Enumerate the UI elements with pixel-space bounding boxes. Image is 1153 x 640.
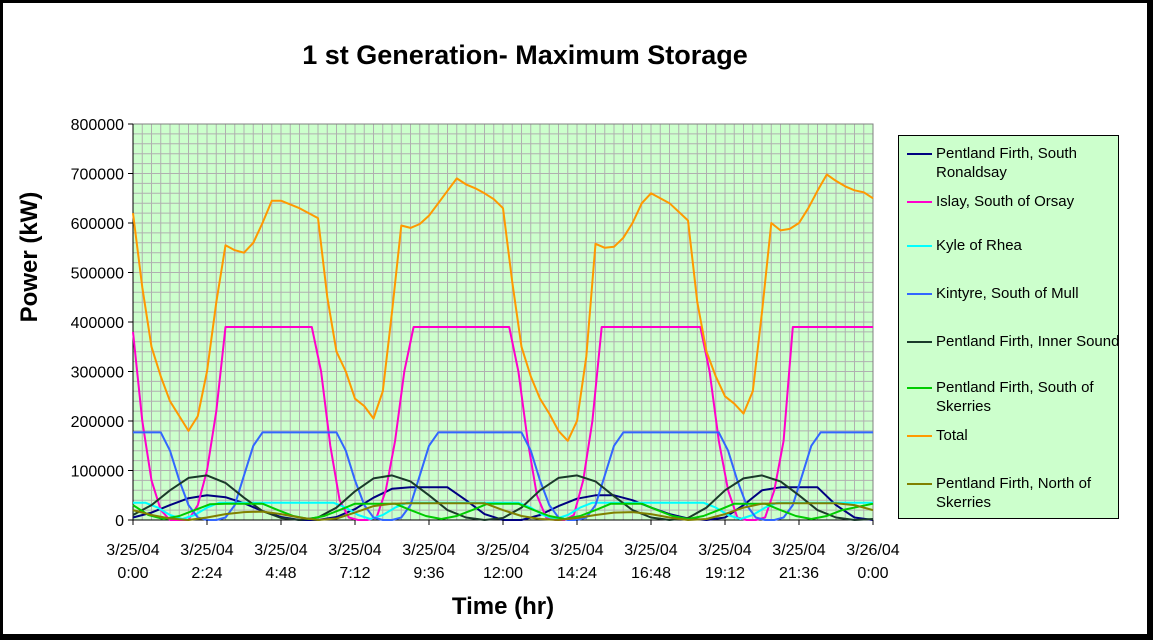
y-tick-label: 300000 — [71, 365, 124, 382]
legend-swatch — [907, 153, 932, 155]
legend-swatch — [907, 201, 932, 203]
y-tick-label: 800000 — [71, 117, 124, 134]
x-tick-label-date: 3/25/04 — [624, 542, 677, 559]
x-tick-label-date: 3/25/04 — [106, 542, 159, 559]
y-tick-label: 100000 — [71, 464, 124, 481]
x-tick-label-time: 7:12 — [339, 565, 370, 582]
y-tick-label: 200000 — [71, 414, 124, 431]
x-tick-label-time: 0:00 — [857, 565, 888, 582]
x-tick-label-date: 3/25/04 — [328, 542, 381, 559]
x-tick-label-time: 14:24 — [557, 565, 597, 582]
x-tick-label-date: 3/25/04 — [476, 542, 529, 559]
legend-label: Pentland Firth, Inner Sound — [936, 333, 1120, 350]
series-line-6 — [132, 173, 874, 442]
legend-label: Total — [936, 427, 968, 444]
x-tick-label-time: 4:48 — [265, 565, 296, 582]
y-tick-labels: 0 100000 200000 300000 400000 500000 600000 700… — [71, 117, 133, 530]
x-tick-label-time: 21:36 — [779, 565, 819, 582]
x-tick-label-date: 3/25/04 — [550, 542, 603, 559]
legend-label: Pentland Firth, South Ronaldsay — [936, 145, 1077, 181]
legend-swatch — [907, 341, 932, 343]
x-tick-labels: 3/25/04 0:00 3/25/04 2:24 3/25/04 4:48 3/25/04… — [106, 520, 900, 582]
legend-swatch — [907, 293, 932, 295]
x-tick-label-time: 12:00 — [483, 565, 523, 582]
x-tick-label-date: 3/25/04 — [698, 542, 751, 559]
legend: Pentland Firth, South Ronaldsay Islay, So… — [898, 135, 1119, 519]
series-line-5 — [132, 502, 874, 520]
series-line-7 — [132, 502, 874, 521]
legend-swatch — [907, 435, 932, 437]
legend-swatch — [907, 483, 932, 485]
x-tick-label-date: 3/25/04 — [772, 542, 825, 559]
chart-title: 1 st Generation- Maximum Storage — [302, 40, 748, 70]
x-tick-label-date: 3/25/04 — [254, 542, 307, 559]
series-line-3 — [133, 431, 873, 521]
x-tick-label-time: 19:12 — [705, 565, 745, 582]
x-tick-label-date: 3/25/04 — [180, 542, 233, 559]
x-tick-label-time: 16:48 — [631, 565, 671, 582]
x-tick-label-date: 3/26/04 — [846, 542, 899, 559]
legend-label: Kintyre, South of Mull — [936, 285, 1079, 302]
legend-label: Pentland Firth, South of Skerries — [936, 379, 1094, 415]
y-tick-label: 400000 — [71, 315, 124, 332]
legend-label: Pentland Firth, North of Skerries — [936, 475, 1092, 511]
x-tick-label-time: 9:36 — [413, 565, 444, 582]
legend-swatch — [907, 387, 932, 389]
x-axis-title: Time (hr) — [451, 593, 555, 620]
gridlines — [132, 123, 874, 521]
y-tick-label: 0 — [115, 513, 124, 530]
x-tick-label-time: 2:24 — [191, 565, 222, 582]
legend-label: Kyle of Rhea — [936, 237, 1022, 254]
y-tick-label: 700000 — [71, 167, 124, 184]
legend-swatch — [907, 245, 932, 247]
y-tick-label: 600000 — [71, 216, 124, 233]
legend-label: Islay, South of Orsay — [936, 193, 1075, 210]
series-line-4 — [132, 474, 874, 521]
x-tick-label-date: 3/25/04 — [402, 542, 455, 559]
y-tick-label: 500000 — [71, 266, 124, 283]
x-tick-label-time: 0:00 — [117, 565, 148, 582]
